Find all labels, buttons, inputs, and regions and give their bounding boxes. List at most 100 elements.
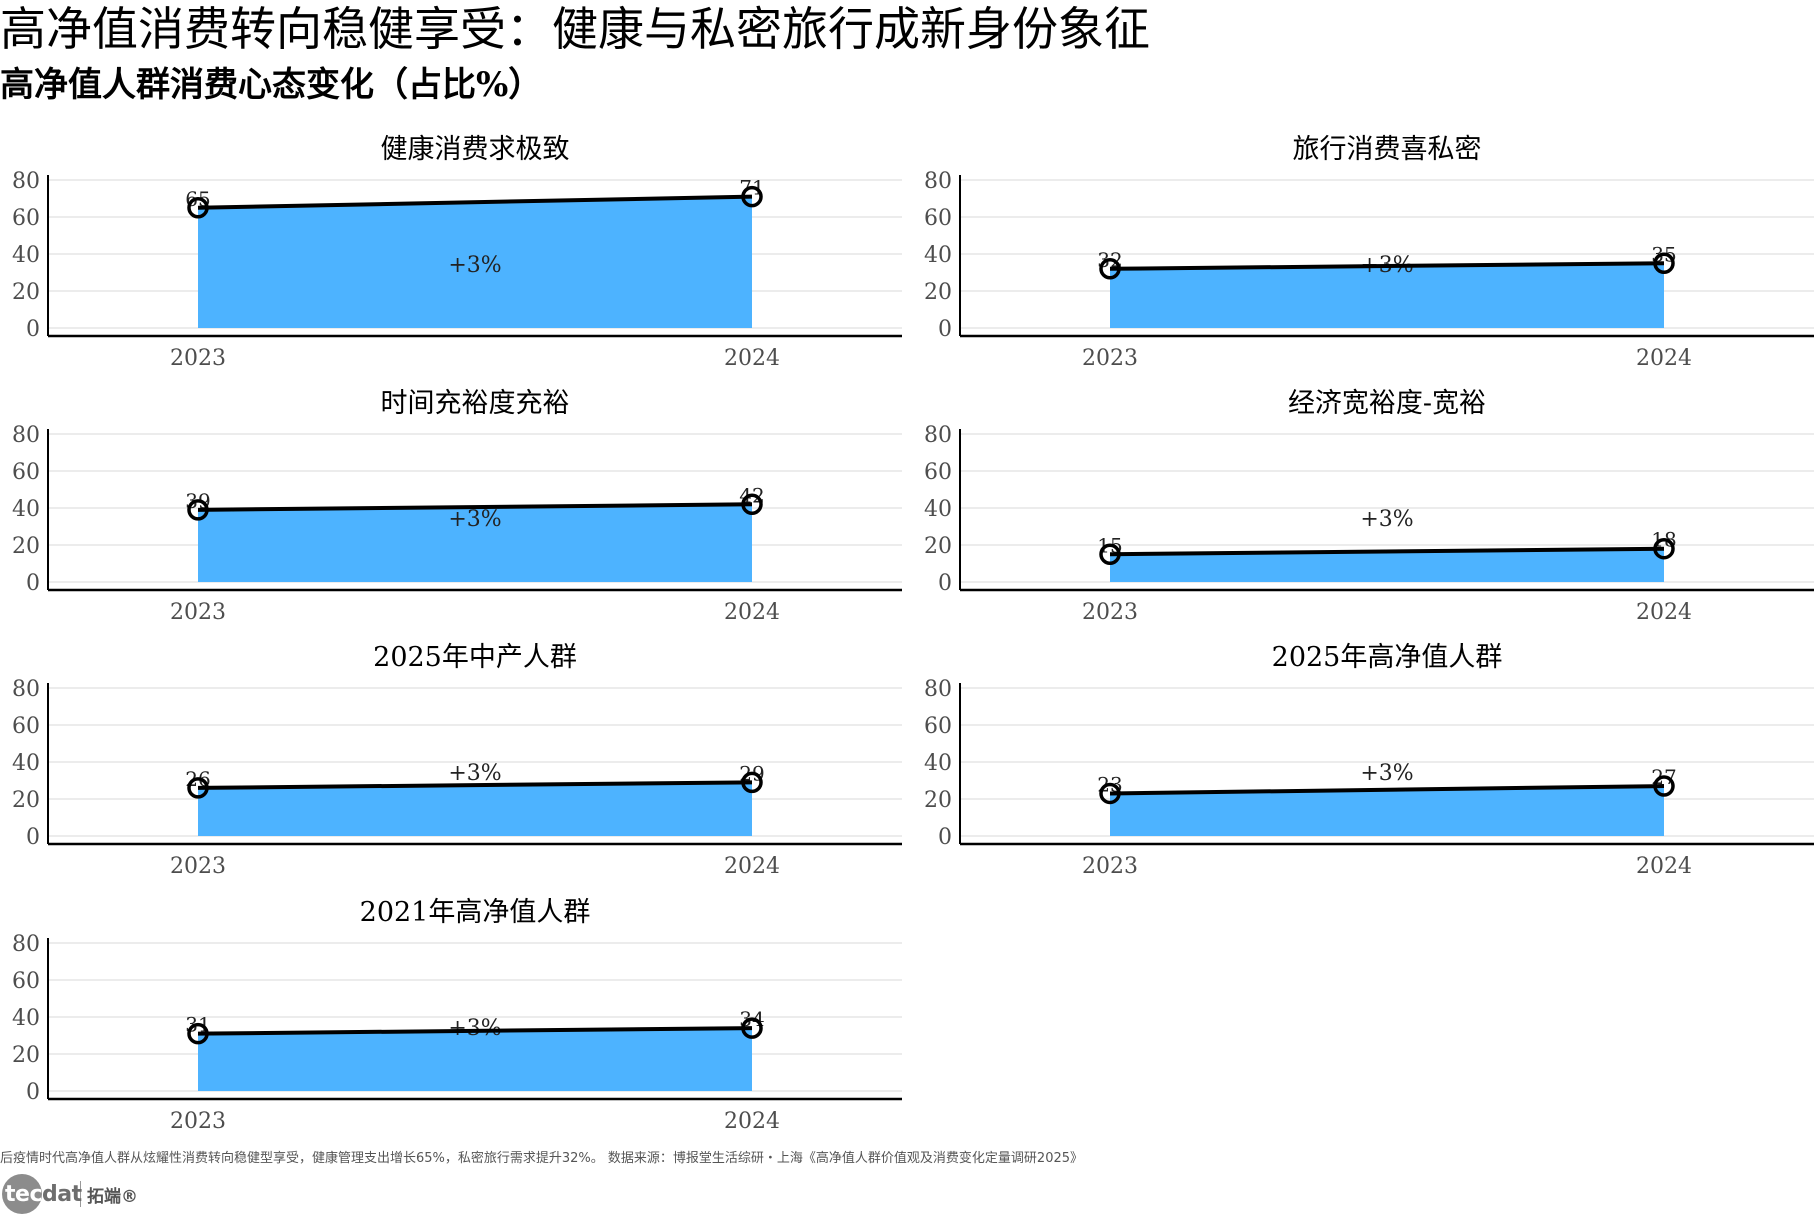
y-tick-label: 20	[12, 534, 40, 559]
y-tick-label: 0	[938, 317, 952, 342]
x-tick-label: 2023	[170, 854, 226, 879]
area-fill	[1110, 263, 1664, 328]
x-tick-label: 2024	[1636, 854, 1692, 879]
data-point	[187, 197, 209, 219]
data-point	[741, 185, 763, 208]
x-tick-label: 2024	[724, 600, 780, 625]
data-point	[187, 777, 209, 799]
x-tick-label: 2023	[1082, 346, 1138, 371]
data-point	[741, 493, 763, 516]
change-annotation: +3%	[448, 253, 501, 278]
chart-title: 经济宽裕度-宽裕	[1288, 388, 1486, 419]
y-tick-label: 80	[12, 932, 40, 957]
area-fill	[198, 196, 752, 328]
x-tick-label: 2024	[1636, 600, 1692, 625]
y-tick-label: 40	[12, 1006, 40, 1031]
series-line	[1109, 546, 1665, 557]
y-tick-label: 0	[938, 571, 952, 596]
series-line	[197, 502, 753, 512]
y-tick-label: 20	[12, 788, 40, 813]
data-point	[1099, 782, 1121, 805]
data-point	[1099, 258, 1121, 280]
chart-title: 旅行消费喜私密	[1293, 134, 1482, 165]
footer-note: 后疫情时代高净值人群从炫耀性消费转向稳健型享受，健康管理支出增长65%，私密旅行…	[0, 1151, 1084, 1166]
area-fill	[198, 504, 752, 582]
data-point	[741, 1017, 763, 1039]
data-point	[1653, 537, 1675, 560]
y-tick-label: 20	[924, 280, 952, 305]
x-tick-label: 2024	[724, 1109, 780, 1134]
x-tick-label: 2023	[170, 1109, 226, 1134]
logo-wordmark: tecdat	[2, 1182, 82, 1207]
logo-cn-text: 拓端®	[87, 1186, 138, 1207]
chart-title: 健康消费求极致	[381, 134, 570, 165]
series-line	[197, 194, 753, 210]
logo-wordmark-light: tec	[5, 1181, 42, 1207]
change-annotation: +3%	[1360, 507, 1413, 532]
y-tick-label: 60	[924, 714, 952, 739]
y-tick-label: 60	[12, 714, 40, 739]
data-point	[741, 771, 763, 794]
y-tick-label: 0	[938, 825, 952, 850]
y-tick-label: 0	[26, 825, 40, 850]
y-tick-label: 80	[924, 423, 952, 448]
data-point	[1653, 775, 1675, 797]
page-title: 高净值消费转向稳健享受：健康与私密旅行成新身份象征	[0, 2, 1150, 56]
y-tick-label: 60	[12, 460, 40, 485]
x-tick-label: 2023	[1082, 854, 1138, 879]
series-line	[197, 780, 753, 790]
y-tick-label: 60	[924, 206, 952, 231]
y-tick-label: 80	[924, 169, 952, 194]
chart-title: 2021年高净值人群	[360, 897, 591, 928]
y-tick-label: 40	[924, 243, 952, 268]
y-tick-label: 0	[26, 317, 40, 342]
chart-title: 时间充裕度充裕	[381, 388, 570, 419]
data-point	[1653, 252, 1675, 274]
area-fill	[1110, 548, 1664, 582]
y-tick-label: 80	[12, 423, 40, 448]
chart-title: 2025年中产人群	[373, 642, 577, 673]
y-tick-label: 80	[12, 169, 40, 194]
data-point	[187, 1022, 209, 1045]
change-annotation: +3%	[448, 507, 501, 532]
series-line	[1109, 261, 1665, 271]
x-tick-label: 2024	[1636, 346, 1692, 371]
brand-logo: tecdat 拓端®	[2, 1172, 138, 1216]
area-fill	[1110, 786, 1664, 836]
area-fill	[198, 1028, 752, 1091]
chart-title: 2025年高净值人群	[1272, 642, 1503, 673]
y-tick-label: 20	[12, 280, 40, 305]
y-tick-label: 40	[924, 497, 952, 522]
logo-wordmark-dark: dat	[41, 1181, 82, 1207]
y-tick-label: 0	[26, 1080, 40, 1105]
y-tick-label: 40	[12, 751, 40, 776]
page-subtitle: 高净值人群消费心态变化（占比%）	[0, 65, 543, 105]
x-tick-label: 2024	[724, 346, 780, 371]
y-tick-label: 0	[26, 571, 40, 596]
y-tick-label: 40	[12, 243, 40, 268]
y-tick-label: 60	[12, 206, 40, 231]
data-point	[187, 499, 209, 521]
logo-badge-icon: tecdat	[2, 1174, 82, 1214]
y-tick-label: 20	[924, 788, 952, 813]
data-point	[1099, 543, 1121, 565]
x-tick-label: 2023	[1082, 600, 1138, 625]
change-annotation: +3%	[448, 1016, 501, 1041]
y-tick-label: 60	[12, 969, 40, 994]
y-tick-label: 80	[12, 677, 40, 702]
y-tick-label: 60	[924, 460, 952, 485]
y-tick-label: 40	[924, 751, 952, 776]
y-tick-label: 20	[924, 534, 952, 559]
y-tick-label: 40	[12, 497, 40, 522]
x-tick-label: 2023	[170, 346, 226, 371]
change-annotation: +3%	[448, 761, 501, 786]
